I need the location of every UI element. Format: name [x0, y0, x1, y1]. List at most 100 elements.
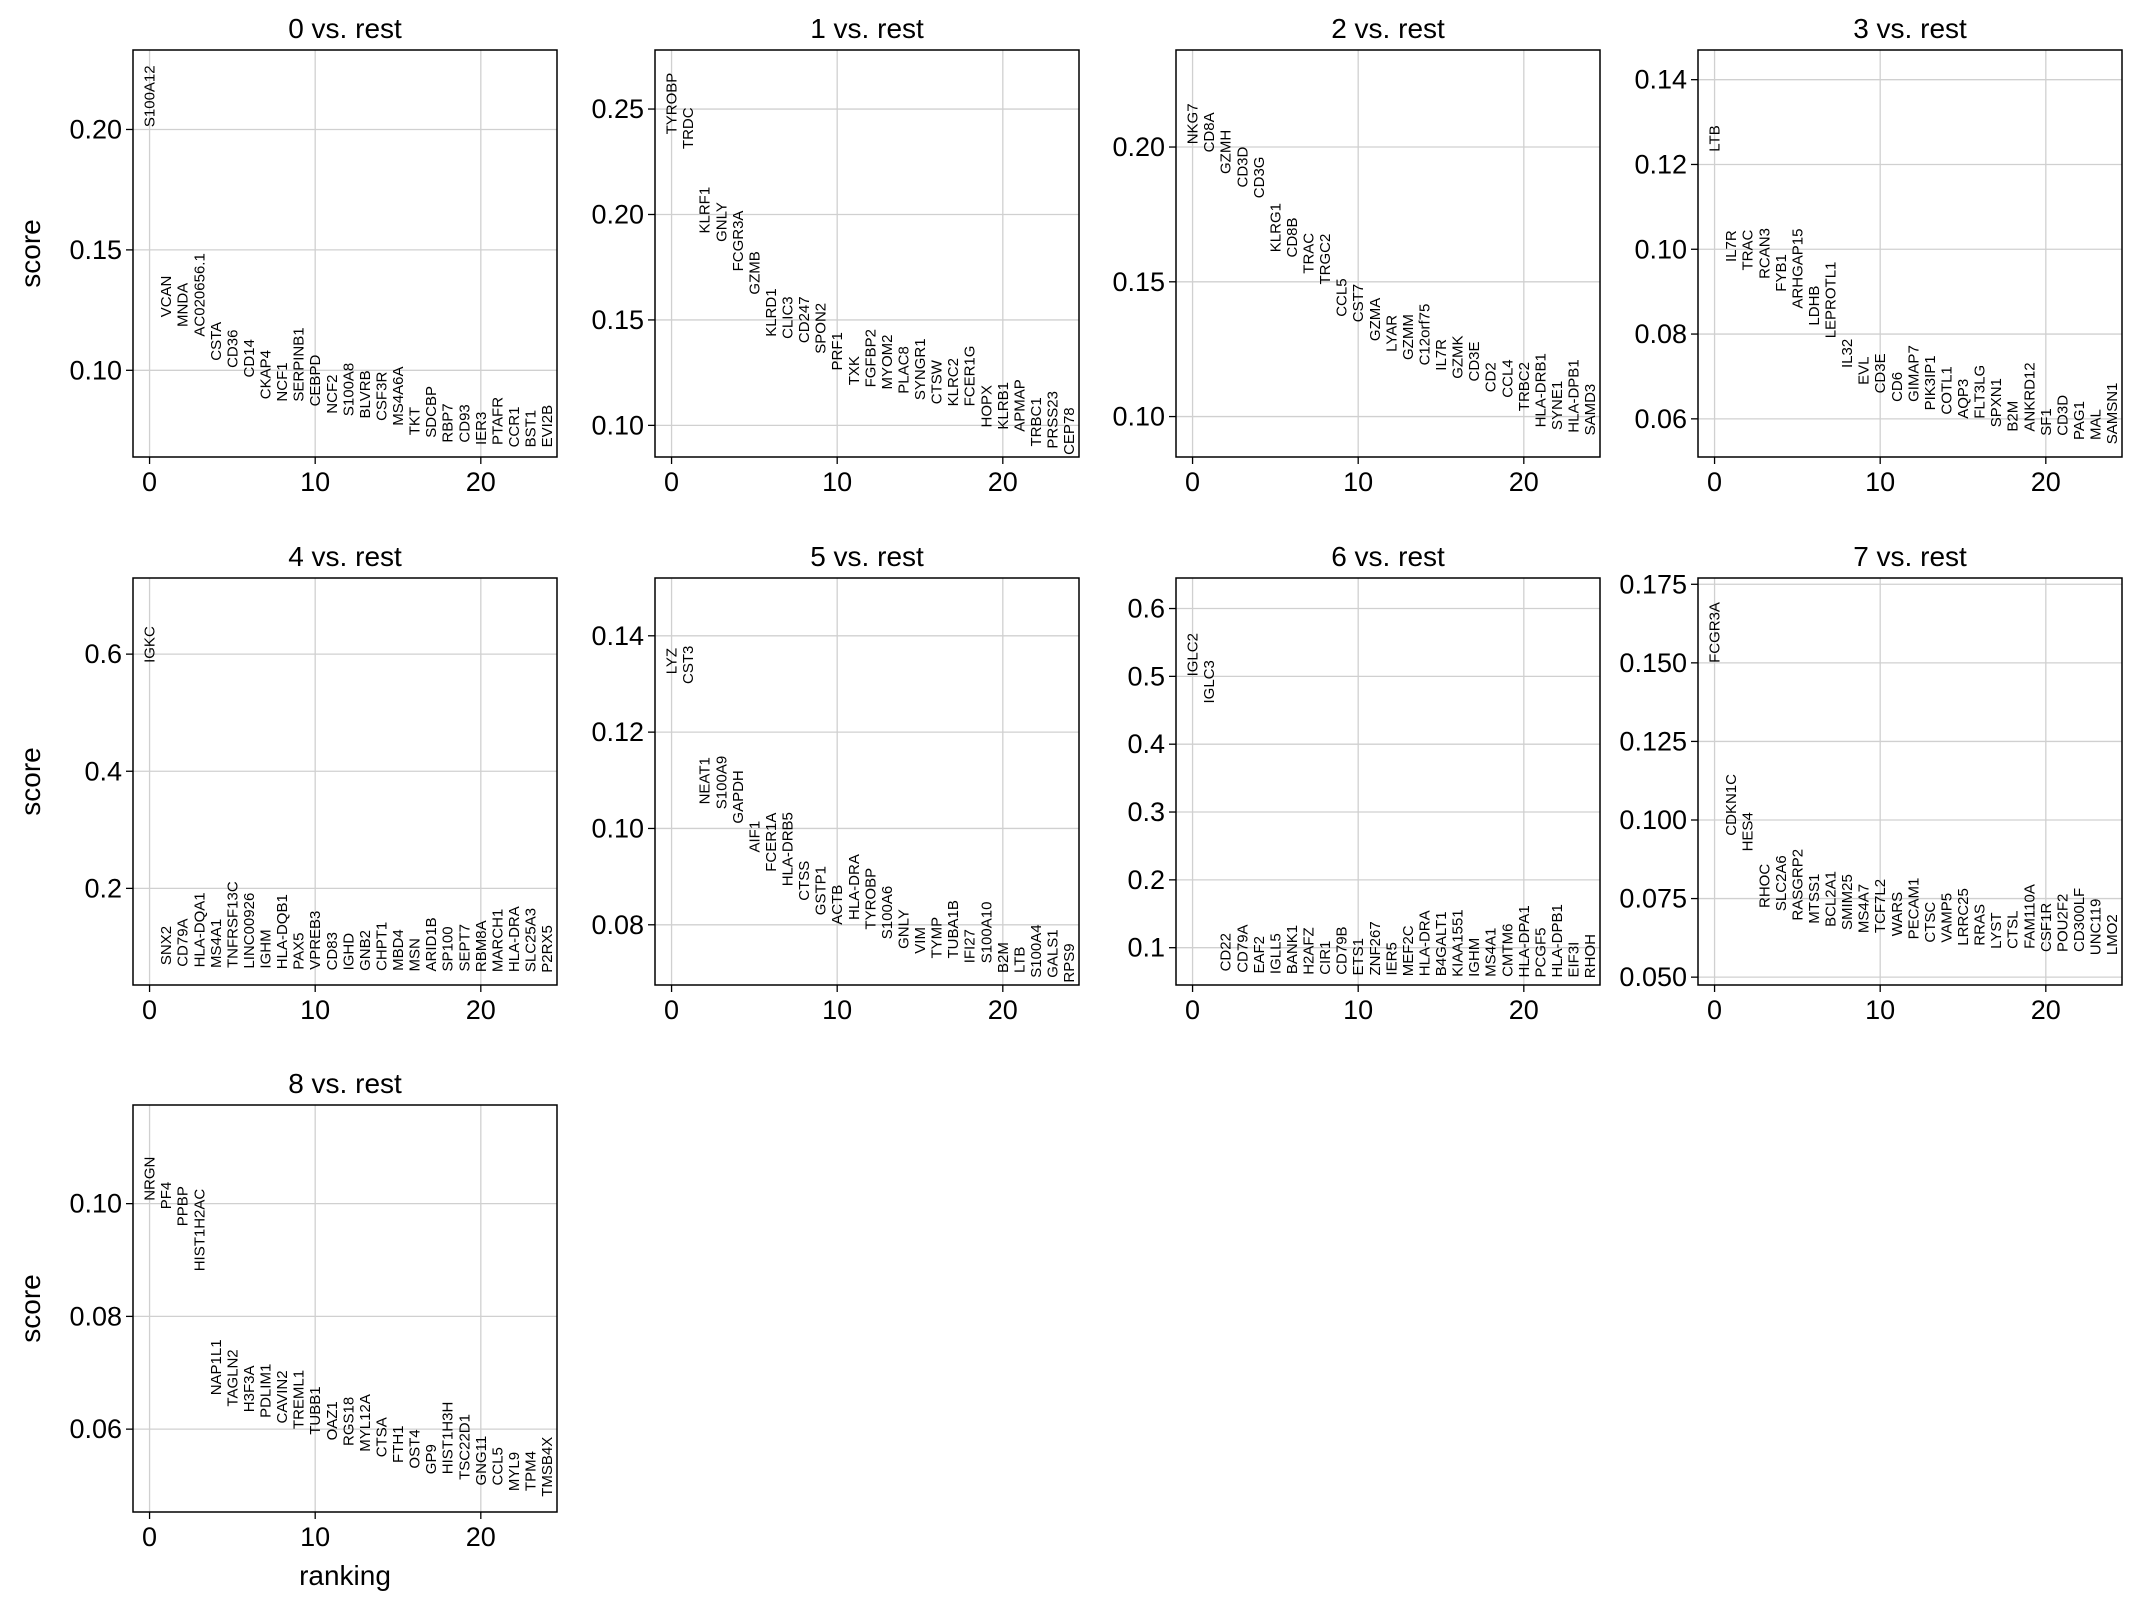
gene-label: TNFRSF13C	[224, 881, 241, 968]
y-tick-label: 0.20	[69, 114, 122, 144]
gene-label: MAL	[2088, 409, 2105, 440]
x-tick-label: 10	[1343, 467, 1373, 497]
gene-label: OAZ1	[324, 1401, 341, 1440]
gene-label: ETS1	[1350, 938, 1367, 976]
x-tick-label: 0	[1707, 995, 1722, 1025]
gene-label: CD36	[224, 330, 241, 368]
x-tick-label: 20	[2031, 467, 2061, 497]
gene-label: CLIC3	[780, 296, 797, 339]
gene-label: IGHD	[340, 933, 357, 971]
gene-label: CSF3R	[373, 372, 390, 421]
y-tick-label: 0.050	[1619, 962, 1687, 992]
axes-frame	[132, 49, 558, 458]
gene-label: SLC2A6	[1773, 855, 1790, 911]
gene-label: RCAN3	[1756, 228, 1773, 279]
gene-label: VPREB3	[307, 911, 324, 970]
x-tick-label: 0	[1185, 995, 1200, 1025]
y-tick-label: 0.08	[1634, 319, 1687, 349]
gene-label: CCL5	[1334, 278, 1351, 316]
x-tick-label: 20	[466, 995, 496, 1025]
y-tick-label: 0.10	[591, 813, 644, 843]
gene-label: MS4A6A	[390, 366, 407, 425]
x-tick-label: 10	[1343, 995, 1373, 1025]
x-tick-label: 0	[664, 467, 679, 497]
y-tick-label: 0.25	[591, 94, 644, 124]
gene-label: CD22	[1218, 933, 1235, 971]
y-tick-label: 0.075	[1619, 884, 1687, 914]
x-tick-label: 10	[822, 995, 852, 1025]
gene-label: KLRC2	[945, 358, 962, 406]
panel-4: IGKC SNX2 CD79A HLA-DQA1 MS4A1 TNFRSF13C LINC0…	[15, 541, 558, 1025]
gene-label: B2M	[2005, 401, 2022, 432]
y-tick-label: 0.08	[69, 1301, 122, 1331]
x-tick-label: 20	[1509, 995, 1539, 1025]
y-tick-label: 0.3	[1127, 797, 1165, 827]
gene-label: PTAFR	[489, 397, 506, 445]
gene-label: CD8A	[1201, 112, 1218, 152]
panel-title: 5 vs. rest	[810, 541, 924, 572]
gene-label: FCGR3A	[1707, 602, 1724, 663]
y-tick-label: 0.20	[1112, 132, 1165, 162]
y-tick-label: 0.12	[591, 717, 644, 747]
gene-label: CD79B	[1334, 926, 1351, 974]
gene-label: TXK	[846, 356, 863, 385]
gene-label: SYNE1	[1549, 381, 1566, 430]
axes-frame	[1697, 49, 2123, 458]
gene-label: ZNF267	[1367, 921, 1384, 975]
gene-label: IL32	[1839, 339, 1856, 368]
y-tick-label: 0.08	[591, 910, 644, 940]
y-tick-label: 0.125	[1619, 726, 1687, 756]
gene-label: SAMD3	[1582, 384, 1599, 436]
y-tick-label: 0.6	[84, 639, 122, 669]
gene-label: PLAC8	[895, 346, 912, 394]
gene-label: CIR1	[1317, 941, 1334, 975]
gene-label: POU2F2	[2054, 894, 2071, 952]
gene-label: CKAP4	[258, 350, 275, 399]
gene-label: OST4	[407, 1429, 424, 1468]
x-tick-label: 20	[1509, 467, 1539, 497]
gene-label: CTSL	[2005, 911, 2022, 949]
gene-label: CTSC	[1922, 902, 1939, 943]
gene-label: CDKN1C	[1723, 774, 1740, 836]
gene-label: MARCH1	[489, 909, 506, 972]
gene-label: GZMA	[1367, 298, 1384, 341]
gene-label: S100A6	[879, 886, 896, 939]
gene-label: PAG1	[2071, 401, 2088, 440]
gene-label: TCF7L2	[1872, 879, 1889, 933]
gene-label: CTSS	[796, 861, 813, 901]
gene-label: CSF1R	[2038, 903, 2055, 952]
gene-label: FLT3LG	[1972, 365, 1989, 419]
gene-label: CEP78	[1061, 407, 1078, 455]
gene-label: GZMK	[1450, 335, 1467, 378]
gene-label: PAX5	[291, 933, 308, 970]
panel-title: 0 vs. rest	[288, 13, 402, 44]
gene-label: GP9	[423, 1444, 440, 1474]
gene-label: LTB	[1011, 947, 1028, 973]
panel-title: 4 vs. rest	[288, 541, 402, 572]
gene-label: COTL1	[1938, 366, 1955, 414]
gene-label: CD14	[241, 339, 258, 377]
gene-label: HES4	[1740, 812, 1757, 851]
gene-label: S100A4	[1028, 924, 1045, 977]
gene-label: APMAP	[1011, 379, 1028, 432]
gene-label: RASGRP2	[1789, 849, 1806, 921]
gene-label: NCF2	[324, 375, 341, 414]
gene-label: LTB	[1707, 125, 1724, 151]
gene-label: TRBC2	[1516, 362, 1533, 411]
x-tick-label: 10	[1865, 995, 1895, 1025]
gene-label: PRF1	[829, 332, 846, 370]
x-tick-label: 10	[300, 995, 330, 1025]
gene-label: GZMH	[1218, 130, 1235, 174]
gene-label: HOPX	[978, 385, 995, 428]
gene-label: HLA-DPB1	[1549, 904, 1566, 977]
gene-label: HLA-DRA	[846, 854, 863, 920]
gene-label: GZMB	[746, 251, 763, 294]
gene-label: HLA-DQB1	[274, 894, 291, 969]
gene-label: MS4A7	[1856, 884, 1873, 933]
x-tick-label: 20	[988, 995, 1018, 1025]
gene-label: CST3	[680, 646, 697, 684]
x-tick-label: 10	[1865, 467, 1895, 497]
gene-label: GZMM	[1400, 314, 1417, 360]
axes-frame	[654, 49, 1080, 458]
